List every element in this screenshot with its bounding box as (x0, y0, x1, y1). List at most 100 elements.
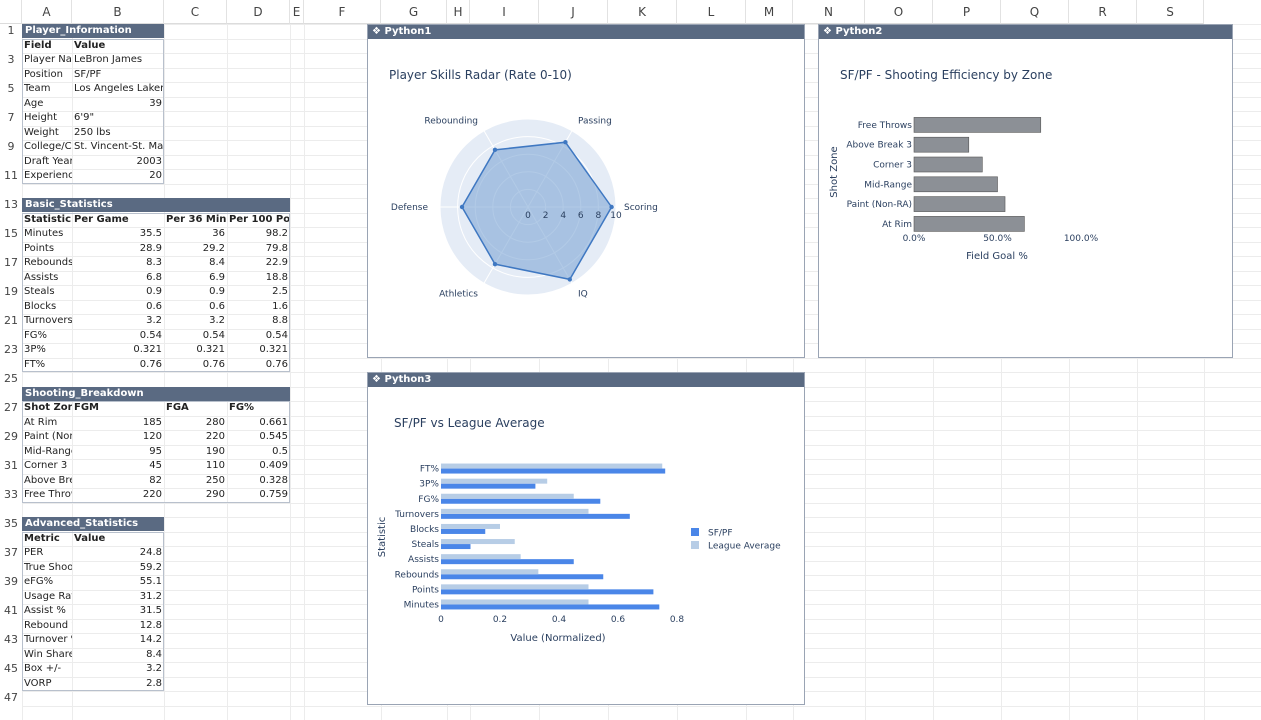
shooting-table-title[interactable]: Shooting_Breakdown (22, 386, 290, 401)
basic-stats-cell[interactable]: 0.321 (133, 344, 162, 355)
row-header-25[interactable]: 25 (4, 372, 18, 385)
basic-stats-cell[interactable]: Turnovers (24, 315, 72, 326)
row-header-47[interactable]: 47 (4, 691, 18, 704)
player-info-cell[interactable]: Age (24, 97, 44, 109)
basic-stats-cell[interactable]: FG% (24, 329, 48, 341)
python1-chart-panel[interactable]: ❖ Python1 Player Skills Radar (Rate 0-10… (367, 24, 805, 358)
shooting-cell[interactable]: 120 (142, 431, 162, 442)
basic-stats-cell[interactable]: 0.9 (146, 286, 162, 297)
basic-stats-cell[interactable]: 8.3 (146, 257, 162, 268)
advanced-cell[interactable]: Assist % (24, 605, 66, 616)
shooting-cell[interactable]: 95 (149, 445, 162, 457)
basic-stats-cell[interactable]: 18.8 (265, 271, 288, 283)
advanced-cell[interactable]: 55.1 (139, 576, 162, 587)
shooting-cell[interactable]: 280 (205, 416, 225, 428)
row-header-39[interactable]: 39 (4, 575, 18, 588)
python2-panel-header[interactable]: ❖ Python2 (819, 25, 1232, 39)
basic-stats-cell[interactable]: FT% (24, 358, 46, 370)
row-header-27[interactable]: 27 (4, 401, 18, 414)
advanced-header-cell[interactable]: Metric (24, 532, 60, 544)
basic-stats-cell[interactable]: Assists (24, 271, 59, 283)
python3-chart-panel[interactable]: ❖ Python3 SF/PF vs League Average Minutes… (367, 372, 805, 705)
shooting-cell[interactable]: 0.661 (259, 416, 288, 428)
row-header-35[interactable]: 35 (4, 517, 18, 530)
player-info-header-cell[interactable]: Value (74, 39, 106, 51)
shooting-cell[interactable]: 110 (205, 460, 225, 471)
advanced-cell[interactable]: 59.2 (139, 561, 162, 573)
column-header-e[interactable]: E (290, 0, 304, 24)
column-header-f[interactable]: F (304, 0, 381, 24)
basic-stats-cell[interactable]: 0.54 (202, 329, 225, 341)
column-header-b[interactable]: B (72, 0, 164, 24)
basic-stats-header-cell[interactable]: Per Game (74, 213, 129, 225)
basic-stats-cell[interactable]: 6.8 (146, 271, 162, 283)
advanced-cell[interactable]: eFG% (24, 576, 54, 587)
row-header-1[interactable]: 1 (7, 24, 15, 37)
shooting-cell[interactable]: Free Throws (24, 489, 72, 500)
player-info-cell[interactable]: Position (24, 68, 63, 80)
player-info-cell[interactable]: 20 (149, 170, 162, 181)
basic-stats-cell[interactable]: 6.9 (209, 271, 225, 283)
basic-stats-cell[interactable]: 22.9 (265, 257, 288, 268)
row-header-9[interactable]: 9 (7, 140, 15, 153)
basic-stats-cell[interactable]: 0.321 (259, 344, 288, 355)
basic-stats-cell[interactable]: Points (24, 242, 55, 254)
shooting-cell[interactable]: Corner 3 (24, 460, 68, 471)
column-header-a[interactable]: A (22, 0, 72, 24)
python3-panel-header[interactable]: ❖ Python3 (368, 373, 804, 387)
basic-stats-table-title[interactable]: Basic_Statistics (22, 198, 290, 212)
advanced-table-title[interactable]: Advanced_Statistics (22, 517, 164, 531)
basic-stats-cell[interactable]: 0.76 (139, 358, 162, 370)
advanced-cell[interactable]: 12.8 (139, 619, 162, 631)
basic-stats-header-cell[interactable]: Statistic (24, 213, 72, 225)
row-header-21[interactable]: 21 (4, 314, 18, 327)
basic-stats-cell[interactable]: 0.9 (209, 286, 225, 297)
shooting-cell[interactable]: 0.328 (259, 474, 288, 486)
player-info-cell[interactable]: Team (24, 83, 51, 94)
player-info-cell[interactable]: 6'9" (74, 112, 95, 123)
column-header-q[interactable]: Q (1001, 0, 1069, 24)
basic-stats-cell[interactable]: 3P% (24, 344, 46, 355)
advanced-cell[interactable]: Win Shares (24, 648, 72, 660)
shooting-cell[interactable]: 82 (149, 474, 162, 486)
row-header-45[interactable]: 45 (4, 662, 18, 675)
basic-stats-cell[interactable]: 1.6 (272, 300, 288, 312)
shooting-header-cell[interactable]: Shot Zone (24, 402, 72, 413)
advanced-cell[interactable]: 24.8 (139, 547, 162, 558)
shooting-cell[interactable]: 220 (142, 489, 162, 500)
basic-stats-cell[interactable]: 28.9 (139, 242, 162, 254)
row-header-15[interactable]: 15 (4, 227, 18, 240)
column-header-g[interactable]: G (381, 0, 447, 24)
player-info-cell[interactable]: College/Country (24, 141, 72, 152)
shooting-cell[interactable]: 0.409 (259, 460, 288, 471)
player-info-cell[interactable]: 39 (149, 97, 162, 109)
column-header-o[interactable]: O (865, 0, 933, 24)
row-header-33[interactable]: 33 (4, 488, 18, 501)
shooting-cell[interactable]: 0.759 (259, 489, 288, 500)
shooting-cell[interactable]: At Rim (24, 416, 58, 428)
row-header-11[interactable]: 11 (4, 169, 18, 182)
row-header-5[interactable]: 5 (7, 82, 15, 95)
column-header-p[interactable]: P (933, 0, 1001, 24)
basic-stats-cell[interactable]: 36 (212, 228, 225, 239)
shooting-cell[interactable]: Above Break 3 (24, 474, 72, 486)
shooting-cell[interactable]: 45 (149, 460, 162, 471)
shooting-cell[interactable]: Mid-Range (24, 445, 72, 457)
basic-stats-header-cell[interactable]: Per 100 Poss (229, 213, 290, 225)
basic-stats-cell[interactable]: 0.76 (265, 358, 288, 370)
row-header-37[interactable]: 37 (4, 546, 18, 559)
basic-stats-cell[interactable]: 0.321 (196, 344, 225, 355)
row-header-19[interactable]: 19 (4, 285, 18, 298)
advanced-cell[interactable]: True Shooting % (24, 561, 72, 573)
shooting-cell[interactable]: 250 (205, 474, 225, 486)
advanced-cell[interactable]: 31.2 (139, 590, 162, 602)
advanced-cell[interactable]: PER (24, 547, 44, 558)
basic-stats-cell[interactable]: 29.2 (202, 242, 225, 254)
shooting-header-cell[interactable]: FG% (229, 402, 255, 413)
python1-panel-header[interactable]: ❖ Python1 (368, 25, 804, 39)
column-header-m[interactable]: M (746, 0, 793, 24)
advanced-cell[interactable]: 2.8 (146, 677, 162, 689)
player-info-cell[interactable]: Player Name (24, 54, 72, 65)
basic-stats-cell[interactable]: 8.8 (272, 315, 288, 326)
basic-stats-cell[interactable]: Rebounds (24, 257, 72, 268)
